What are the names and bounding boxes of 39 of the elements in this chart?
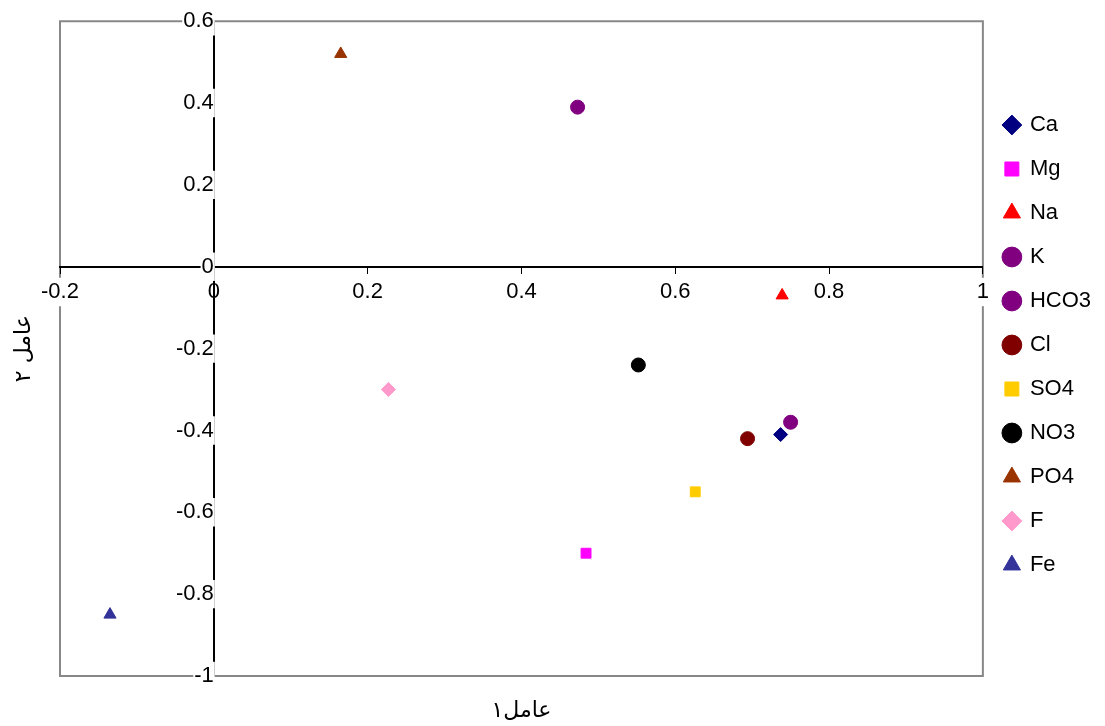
legend-label: Mg bbox=[1029, 155, 1061, 181]
y-tick-label: -1 bbox=[194, 662, 214, 688]
legend-label: Ca bbox=[1029, 111, 1059, 137]
legend-label: Na bbox=[1029, 199, 1059, 225]
legend-label: Fe bbox=[1029, 551, 1056, 577]
point bbox=[775, 287, 789, 300]
y-axis-title: عامل ۲ bbox=[9, 315, 35, 383]
x-tick-label: -0.2 bbox=[41, 278, 79, 304]
point bbox=[570, 99, 586, 115]
legend-label: PO4 bbox=[1029, 463, 1074, 489]
x-tick-label: 0.4 bbox=[506, 278, 537, 304]
legend-label: K bbox=[1029, 243, 1045, 269]
point bbox=[740, 431, 756, 447]
y-tick-label: -0.8 bbox=[175, 580, 214, 606]
point bbox=[380, 382, 396, 398]
y-tick-label: 0.2 bbox=[183, 170, 214, 196]
point bbox=[630, 357, 646, 373]
point bbox=[334, 46, 348, 58]
point bbox=[580, 547, 592, 559]
x-tick-label: 0.8 bbox=[813, 278, 845, 304]
y-tick-label: 0 bbox=[201, 252, 214, 278]
legend-label: F bbox=[1029, 507, 1044, 533]
x-tick-label: 1 bbox=[976, 278, 989, 304]
legend-label: SO4 bbox=[1029, 375, 1074, 401]
point bbox=[773, 427, 789, 443]
y-tick-label: 0.4 bbox=[183, 89, 214, 115]
legend-label: Cl bbox=[1029, 331, 1051, 357]
point bbox=[103, 607, 117, 619]
y-tick-label: 0.6 bbox=[183, 7, 214, 33]
point bbox=[689, 486, 701, 498]
y-tick-label: -0.4 bbox=[175, 416, 214, 442]
x-tick-label: 0.2 bbox=[352, 278, 383, 304]
legend-label: NO3 bbox=[1029, 419, 1076, 445]
point bbox=[783, 414, 799, 430]
y-tick-label: -0.6 bbox=[175, 498, 214, 524]
x-axis-title: عامل۱ bbox=[491, 696, 552, 722]
legend-label: HCO3 bbox=[1029, 287, 1091, 313]
x-tick-label: 0.6 bbox=[659, 278, 691, 304]
y-tick-label: -0.2 bbox=[175, 334, 214, 360]
